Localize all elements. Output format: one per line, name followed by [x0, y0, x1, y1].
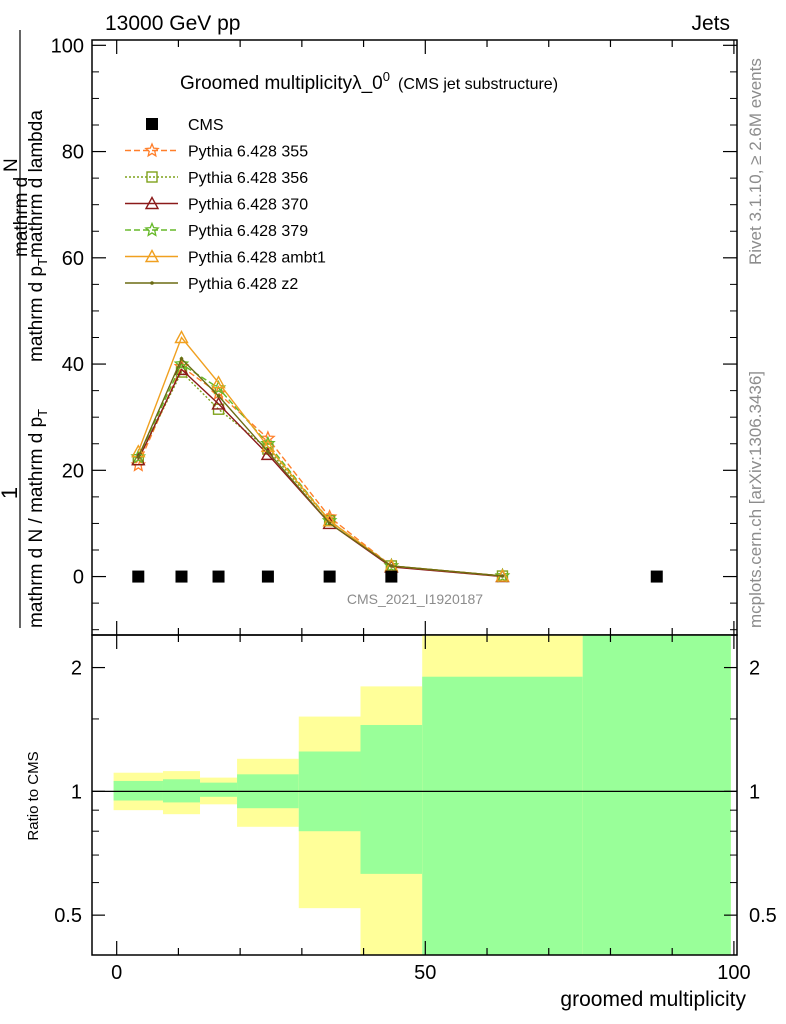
ratio-ytick-label-right-2: 2	[749, 658, 760, 680]
main-plot-panel: 0 20 40 60 80 100 CMS Pythia 6.428 355 Pythia 6.…	[51, 35, 738, 636]
point-pythia-6-428-370-3	[260, 446, 276, 461]
ylabel-den: mathrm d N / mathrm d p	[26, 417, 47, 628]
ratio-stat-band-5	[360, 724, 423, 874]
mcplots-label: mcplots.cern.ch [arXiv:1306.3436]	[746, 371, 765, 628]
series-line-pythia-6-428-355	[137, 365, 503, 577]
legend-marker-pythia-6-428-355	[144, 142, 160, 158]
main-ytick-label-3: 60	[62, 248, 84, 270]
point-cms-0	[132, 570, 145, 583]
ratio-stat-band-0	[113, 780, 163, 801]
legend-label-cms: CMS	[188, 117, 224, 134]
point-cms-6	[650, 570, 663, 583]
main-title-sup: 0	[383, 69, 390, 84]
x-axis-label: groomed multiplicity	[560, 988, 746, 1011]
rivet-label: Rivet 3.1.10, ≥ 2.6M events	[746, 58, 765, 265]
ratio-stat-band-2	[200, 782, 238, 797]
ratio-frame	[91, 634, 738, 956]
point-pythia-6-428-z2-5	[389, 564, 394, 568]
ratio-ytick-label-left-2: 2	[71, 658, 82, 680]
point-pythia-6-428-ambt1-2	[211, 375, 226, 389]
ratio-ytick-label-right-0: 0.5	[749, 905, 777, 927]
xtick-label-2: 100	[717, 962, 750, 984]
point-cms-4	[323, 570, 336, 583]
svg-text:mathrm d N / mathrm d pT: mathrm d N / mathrm d pT	[26, 409, 50, 628]
main-ytick-label-2: 40	[62, 354, 84, 376]
ratio-ytick-label-left-1: 1	[71, 781, 82, 803]
point-pythia-6-428-z2-4	[327, 521, 332, 526]
xtick-label-1: 50	[414, 962, 436, 984]
legend-label-pythia-6-428-370: Pythia 6.428 370	[188, 197, 308, 214]
point-pythia-6-428-z2-1	[179, 356, 184, 361]
series-line-pythia-6-428-356	[137, 370, 503, 577]
ratio-y-axis-label: Ratio to CMS	[25, 751, 42, 840]
series-line-pythia-6-428-379	[137, 363, 503, 577]
ylabel-den-sub: T	[35, 409, 50, 417]
point-pythia-6-428-z2-6	[500, 574, 505, 578]
legend-label-pythia-6-428-z2: Pythia 6.428 z2	[188, 276, 298, 293]
legend-label-pythia-6-428-356: Pythia 6.428 356	[188, 170, 308, 187]
point-cms-1	[175, 570, 188, 583]
ylabel-prefactor: 1	[0, 487, 22, 499]
point-pythia-6-428-z2-2	[216, 394, 221, 398]
legend-marker-pythia-6-428-370	[144, 196, 160, 210]
header-right: Jets	[691, 12, 730, 35]
point-pythia-6-428-379-6	[494, 567, 511, 583]
ratio-ytick-label-left-0: 0.5	[54, 905, 82, 927]
legend-marker-pythia-6-428-379	[144, 221, 160, 237]
point-pythia-6-428-379-1	[173, 355, 190, 371]
main-ytick-label-1: 20	[62, 460, 84, 482]
point-cms-3	[261, 570, 274, 583]
ratio-stat-band-7	[582, 635, 731, 955]
series-line-pythia-6-428-370	[137, 368, 503, 578]
main-ytick-label-0: 0	[73, 567, 84, 589]
point-pythia-6-428-370-2	[211, 396, 226, 410]
legend-label-pythia-6-428-ambt1: Pythia 6.428 ambt1	[188, 250, 326, 267]
series-line-pythia-6-428-ambt1	[137, 336, 503, 577]
header-left: 13000 GeV pp	[105, 12, 240, 35]
legend-label-pythia-6-428-379: Pythia 6.428 379	[188, 223, 308, 240]
ratio-plot-panel: 0.5 0.5 1 1 2 2 0 50 100	[54, 634, 777, 984]
point-pythia-6-428-z2-0	[136, 455, 141, 459]
main-title: Groomed multiplicityλ_0	[180, 73, 383, 94]
main-ytick-label-4: 80	[62, 142, 84, 164]
legend-label-pythia-6-428-355: Pythia 6.428 355	[188, 144, 308, 161]
svg-text:Groomed multiplicityλ_00(CMS j: Groomed multiplicityλ_00 (CMS jet substru…	[180, 69, 558, 94]
point-pythia-6-428-z2-3	[266, 449, 270, 454]
legend-marker-pythia-6-428-ambt1	[144, 249, 160, 263]
point-pythia-6-428-379-5	[383, 557, 400, 573]
ratio-ytick-label-right-1: 1	[749, 781, 760, 803]
ylabel-num: mathrm d	[11, 177, 32, 257]
xtick-label-0: 0	[111, 962, 122, 984]
analysis-watermark: CMS_2021_I1920187	[347, 591, 483, 607]
ylabel-num2: N	[1, 158, 22, 172]
legend-marker-pythia-6-428-z2	[150, 281, 154, 285]
series-line-pythia-6-428-z2	[137, 357, 503, 577]
point-cms-5	[385, 570, 398, 583]
point-cms-2	[212, 570, 225, 583]
legend-marker-pythia-6-428-356	[146, 171, 158, 183]
legend-marker-cms	[146, 118, 158, 130]
ylabel-tail-sub: T	[35, 258, 50, 266]
ratio-stat-band-6	[422, 676, 583, 955]
point-pythia-6-428-ambt1-1	[174, 330, 189, 344]
svg-text:mathrm d pTmathrm d lambda: mathrm d pTmathrm d lambda	[26, 110, 50, 362]
ylabel-tail: mathrm d p	[26, 266, 47, 362]
main-title-sub: (CMS jet substructure)	[398, 76, 558, 93]
ylabel-tail2: mathrm d lambda	[26, 110, 47, 258]
main-y-axis-label: 1 mathrm d N / mathrm d pT mathrm d N ma…	[0, 30, 50, 628]
main-ytick-label-5: 100	[51, 35, 84, 57]
